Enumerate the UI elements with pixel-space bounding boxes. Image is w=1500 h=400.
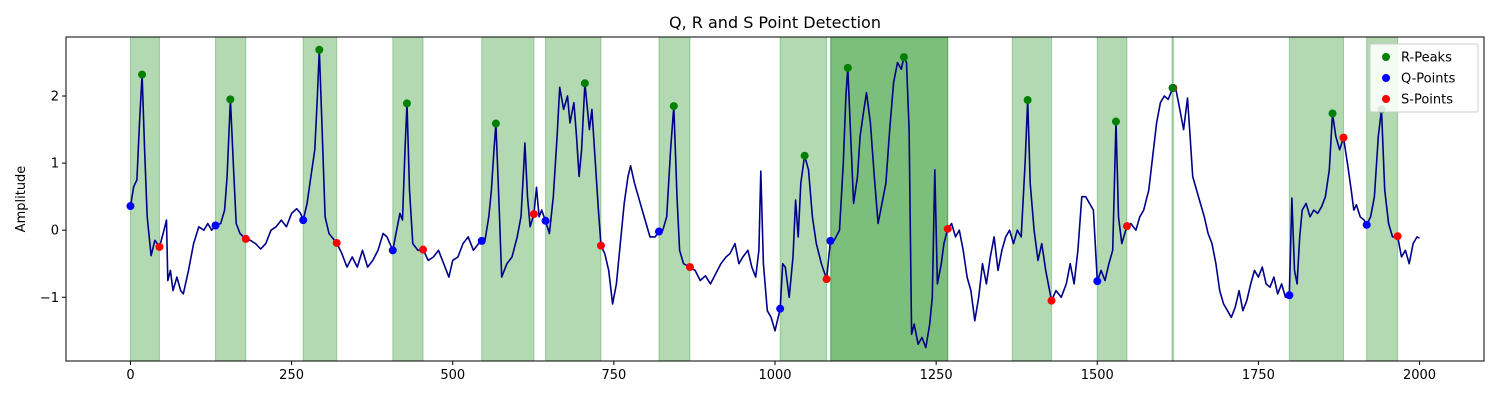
x-tick-label-0: 0: [126, 368, 134, 383]
r-peaks-marker-4: [491, 119, 500, 128]
q-points-marker-1: [211, 221, 220, 230]
r-peaks-marker-9: [899, 53, 908, 62]
x-tick-label-2000: 2000: [1403, 368, 1436, 383]
q-points-marker-7: [776, 304, 785, 313]
s-points-marker-2: [332, 238, 341, 247]
s-points-marker-6: [685, 263, 694, 272]
qrs-span-3: [392, 36, 424, 362]
x-tick-label-1500: 1500: [1081, 368, 1114, 383]
y-tick-label-1: 1: [51, 157, 59, 172]
legend: R-Peaks Q-Points S-Points: [1369, 43, 1479, 113]
q-points-marker-4: [477, 236, 486, 245]
y-axis-label: Amplitude: [14, 166, 29, 233]
legend-label-q-points: Q-Points: [1401, 72, 1456, 87]
q-points-marker-5: [541, 216, 550, 225]
x-tick-label-1750: 1750: [1242, 368, 1275, 383]
q-points-marker-11: [1285, 291, 1294, 300]
s-points-marker-3: [419, 245, 428, 254]
s-points-marker-10: [1122, 222, 1131, 231]
r-peaks-marker-10: [1023, 96, 1032, 105]
y-tick-label--1: −1: [40, 291, 59, 306]
qrs-span-6: [658, 36, 691, 362]
plot-frame: [65, 36, 1485, 362]
qrs-span-7: [779, 36, 828, 362]
q-points-marker-3: [388, 246, 397, 255]
signal-line: [129, 48, 1420, 349]
x-tick-label-750: 750: [601, 368, 626, 383]
r-peaks-marker-0: [138, 70, 147, 79]
legend-label-r-peaks: R-Peaks: [1401, 51, 1452, 66]
x-tick-label-250: 250: [279, 368, 304, 383]
r-peaks-marker-3: [402, 99, 411, 108]
q-points-marker-8: [826, 236, 835, 245]
s-points-marker-8: [943, 224, 952, 233]
q-points-marker-9: [1093, 277, 1102, 286]
q-points-marker-12: [1362, 220, 1371, 229]
qrs-span-1: [215, 36, 247, 362]
signal-line-layer: [129, 48, 1420, 349]
legend-box: [1369, 43, 1479, 113]
r-peaks-marker-13: [1328, 109, 1337, 118]
legend-marker-r-peaks: [1382, 53, 1390, 61]
qrs-span-0: [129, 36, 160, 362]
r-peaks-marker-12: [1168, 83, 1177, 92]
s-points-marker-12: [1339, 133, 1348, 142]
s-points-marker-5: [596, 241, 605, 250]
y-axis: −1 0 1 2: [40, 90, 66, 306]
q-points-marker-6: [654, 227, 663, 236]
x-tick-label-1000: 1000: [758, 368, 791, 383]
r-peaks-marker-8: [843, 63, 852, 72]
qrs-span-5: [545, 36, 602, 362]
qrs-span-9: [830, 36, 949, 362]
r-peaks-marker-2: [315, 45, 324, 54]
qrs-span-13: [1288, 36, 1344, 362]
y-tick-label-2: 2: [51, 90, 59, 105]
x-axis: 0 250 500 750 1000 1250 1500 1750 2000: [126, 361, 1436, 383]
chart-title: Q, R and S Point Detection: [669, 13, 881, 32]
legend-marker-q-points: [1382, 74, 1390, 82]
s-points-marker-9: [1047, 296, 1056, 305]
s-points-marker-13: [1393, 232, 1402, 241]
x-tick-label-1250: 1250: [920, 368, 953, 383]
y-tick-label-0: 0: [51, 224, 59, 239]
qrs-span-11: [1096, 36, 1128, 362]
r-peaks-marker-7: [800, 151, 809, 160]
s-points-marker-7: [822, 275, 831, 284]
legend-marker-s-points: [1382, 95, 1390, 103]
q-points-marker-0: [126, 202, 135, 211]
s-points-marker-0: [155, 242, 164, 251]
qrs-span-4: [481, 36, 535, 362]
legend-label-s-points: S-Points: [1401, 93, 1453, 108]
q-points-marker-2: [299, 216, 308, 225]
r-peaks-marker-11: [1111, 117, 1120, 126]
r-peaks-marker-5: [580, 79, 589, 88]
s-points-marker-4: [529, 210, 538, 219]
x-tick-label-500: 500: [440, 368, 465, 383]
r-peaks-marker-1: [226, 95, 235, 104]
s-points-marker-1: [241, 234, 250, 243]
r-peaks-marker-6: [669, 102, 678, 111]
